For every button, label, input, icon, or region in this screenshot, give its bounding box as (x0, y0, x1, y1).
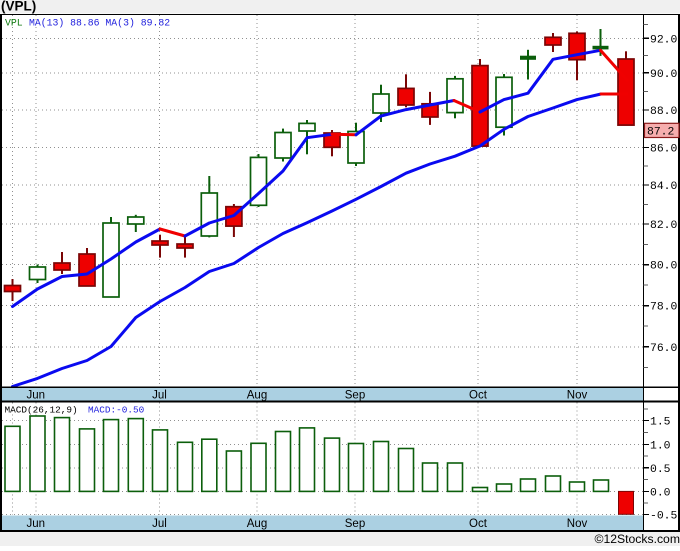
svg-text:Nov: Nov (567, 518, 588, 530)
svg-text:Aug: Aug (247, 518, 267, 530)
svg-text:(VPL): (VPL) (1, 0, 36, 14)
svg-text:80.0: 80.0 (650, 261, 678, 273)
svg-text:Jun: Jun (27, 518, 46, 530)
svg-text:1.5: 1.5 (650, 417, 671, 429)
svg-text:0.5: 0.5 (650, 464, 671, 476)
svg-text:VPL: VPL (5, 18, 23, 29)
svg-text:82.0: 82.0 (650, 220, 678, 232)
svg-text:Jul: Jul (152, 518, 167, 530)
svg-text:Oct: Oct (469, 518, 488, 530)
svg-text:92.0: 92.0 (650, 34, 678, 46)
svg-text:84.0: 84.0 (650, 181, 678, 193)
svg-text:MACD(26,12,9): MACD(26,12,9) (5, 405, 78, 416)
svg-text:1.0: 1.0 (650, 440, 671, 452)
svg-text:Sep: Sep (345, 518, 365, 530)
svg-text:Sep: Sep (345, 390, 365, 402)
svg-text:87.2: 87.2 (647, 127, 675, 139)
svg-text:Nov: Nov (567, 390, 588, 402)
svg-text:Oct: Oct (469, 390, 488, 402)
svg-text:86.0: 86.0 (650, 143, 678, 155)
svg-text:Aug: Aug (247, 390, 267, 402)
svg-text:MACD:-0.50: MACD:-0.50 (88, 405, 145, 416)
svg-text:©12Stocks.com: ©12Stocks.com (594, 532, 680, 546)
svg-text:MA(13) 88.86 MA(3) 89.82: MA(13) 88.86 MA(3) 89.82 (29, 18, 170, 29)
svg-text:78.0: 78.0 (650, 302, 678, 314)
svg-text:76.0: 76.0 (650, 343, 678, 355)
svg-text:-0.5: -0.5 (650, 511, 678, 523)
svg-text:90.0: 90.0 (650, 69, 678, 81)
svg-text:Jun: Jun (27, 390, 46, 402)
svg-text:0.0: 0.0 (650, 487, 671, 499)
svg-text:88.0: 88.0 (650, 106, 678, 118)
svg-text:Jul: Jul (152, 390, 167, 402)
